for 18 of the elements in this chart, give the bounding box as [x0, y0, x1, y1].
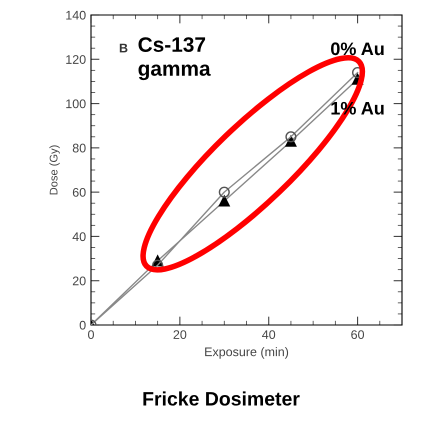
- y-tick-label: 120: [66, 55, 86, 64]
- text: Fricke Dosimeter: [143, 391, 300, 406]
- series-label: 0% Au: [331, 42, 384, 56]
- x-axis-title: Exposure (min): [205, 347, 288, 359]
- annotation: B: [120, 44, 128, 52]
- y-tick-label: 80: [72, 144, 86, 153]
- x-tick-label: 40: [262, 330, 276, 340]
- x-tick-label: 60: [351, 330, 364, 340]
- y-tick-label: 40: [72, 232, 86, 242]
- y-tick-label: 60: [72, 188, 86, 197]
- y-tick-label: 140: [66, 10, 86, 20]
- annotation: Cs-137 gamma: [138, 37, 211, 80]
- y-tick-label: 100: [66, 99, 86, 108]
- y-tick-label: 0: [80, 320, 86, 330]
- x-tick-label: 20: [174, 330, 186, 340]
- x-tick-label: 0: [88, 330, 94, 340]
- y-tick-label: 20: [72, 276, 86, 286]
- y-axis-title: Dose (Gy): [49, 145, 60, 194]
